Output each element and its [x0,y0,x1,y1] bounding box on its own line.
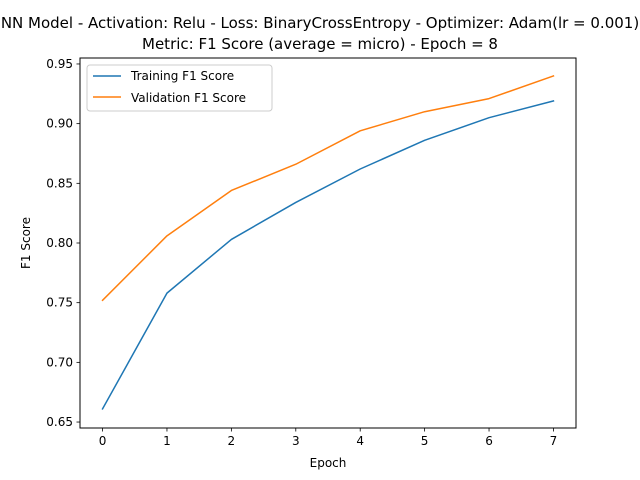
y-tick-label: 0.85 [46,176,73,190]
chart-title-line-2: Metric: F1 Score (average = micro) - Epo… [142,35,498,53]
chart-title-line-1: NN Model - Activation: Relu - Loss: Bina… [1,14,639,32]
legend: Training F1 Score Validation F1 Score [86,64,273,112]
y-tick-label: 0.65 [46,415,73,429]
x-axis: 0 1 2 3 4 5 6 7 [99,428,558,448]
x-tick-label: 1 [163,434,171,448]
x-tick-label: 7 [550,434,558,448]
legend-label-training: Training F1 Score [130,69,234,83]
plot-area [101,74,555,410]
x-axis-label: Epoch [310,456,347,470]
x-tick-label: 0 [99,434,107,448]
legend-label-validation: Validation F1 Score [131,91,246,105]
plot-frame [79,57,577,429]
y-tick-label: 0.70 [46,355,73,369]
series-line-training-f1-score [101,100,555,410]
series-line-validation-f1-score [101,74,555,302]
x-tick-label: 3 [292,434,300,448]
y-tick-label: 0.80 [46,236,73,250]
y-axis: 0.65 0.70 0.75 0.80 0.85 0.90 0.95 [46,57,80,429]
y-tick-label: 0.90 [46,117,73,131]
legend-box [86,64,273,112]
x-tick-label: 2 [228,434,236,448]
y-tick-label: 0.95 [46,57,73,71]
x-tick-label: 5 [421,434,429,448]
y-axis-label: F1 Score [19,217,33,269]
y-tick-label: 0.75 [46,296,73,310]
x-tick-label: 4 [356,434,364,448]
x-tick-label: 6 [485,434,493,448]
